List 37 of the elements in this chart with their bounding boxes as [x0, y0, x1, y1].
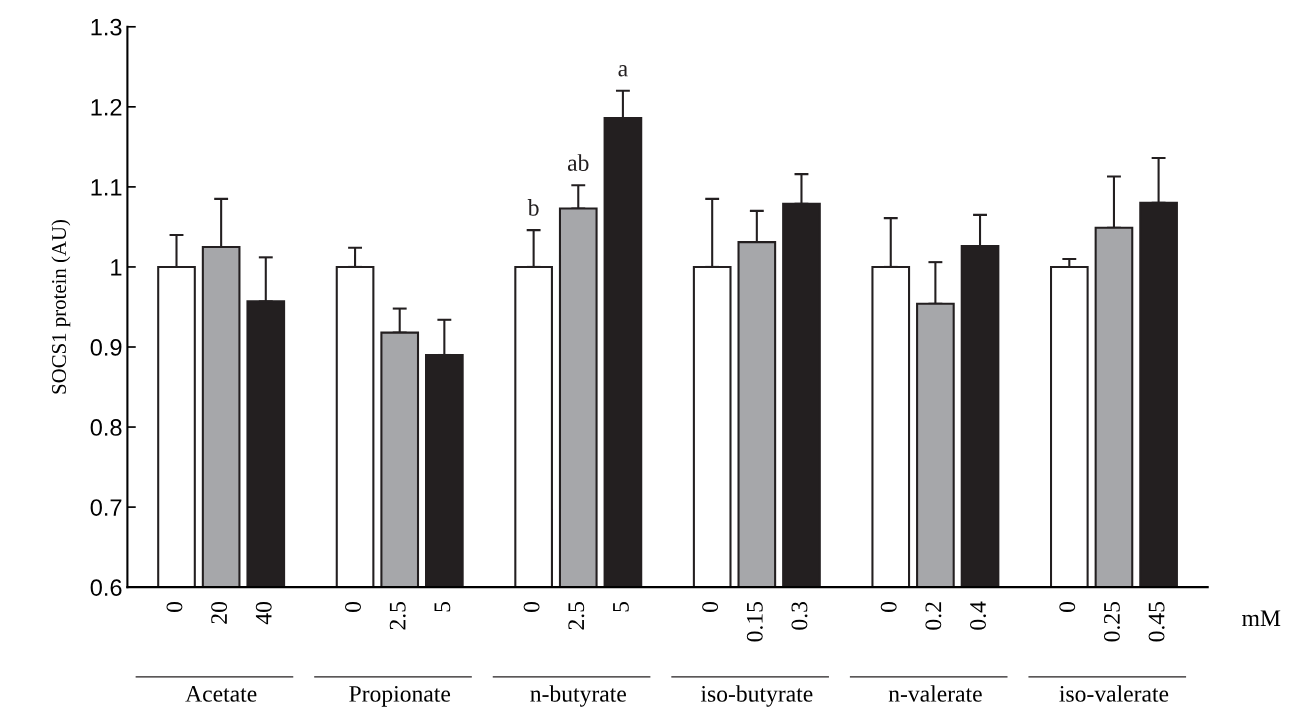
x-tick-label: 0.2 [925, 602, 942, 630]
text: Acetate [185, 686, 257, 702]
x-tick-label: 0.4 [970, 601, 987, 630]
x-tick-label: 40 [255, 601, 272, 625]
x-tick-label: 0.15 [746, 601, 763, 642]
data-label: ab [567, 154, 589, 171]
text: iso-butyrate [700, 685, 813, 707]
text: n-valerate [888, 685, 982, 702]
y-tick-label: 1 [111, 259, 122, 276]
x-tick-label: 2.5 [389, 601, 406, 630]
x-tick-label: 0 [880, 601, 897, 612]
x-tick-label: 0 [345, 601, 361, 612]
text: iso-valerate [1059, 685, 1169, 702]
y-tick-label: 0.8 [90, 419, 122, 436]
y-tick-label: 0.9 [90, 339, 122, 356]
y-tick-label: 1.1 [91, 179, 122, 196]
text: mM [1242, 610, 1281, 626]
x-tick-label: 0 [702, 601, 719, 612]
y-tick-label: 0.7 [90, 499, 122, 516]
y-tick-label: 1.3 [91, 18, 122, 36]
x-tick-label: 20 [211, 601, 228, 624]
data-label: a [618, 65, 628, 77]
x-tick-label: 0.3 [791, 601, 808, 630]
y-tick-label: 1.2 [91, 98, 122, 116]
text: n-butyrate [530, 685, 626, 707]
x-tick-label: 5 [613, 601, 629, 612]
y-axis-title: SOCS1 protein (AU) [51, 219, 71, 394]
text: Propionate [349, 685, 451, 707]
data-label: b [527, 199, 539, 216]
x-tick-label: 0 [166, 601, 183, 612]
x-tick-label: 0 [1059, 601, 1076, 612]
y-tick-label: 0.6 [90, 579, 122, 596]
x-tick-label: 0.25 [1103, 601, 1120, 642]
x-tick-label: 0 [523, 601, 540, 612]
x-tick-label: 2.5 [568, 601, 585, 630]
x-tick-label: 5 [434, 601, 451, 612]
x-tick-label: 0.45 [1148, 601, 1165, 642]
